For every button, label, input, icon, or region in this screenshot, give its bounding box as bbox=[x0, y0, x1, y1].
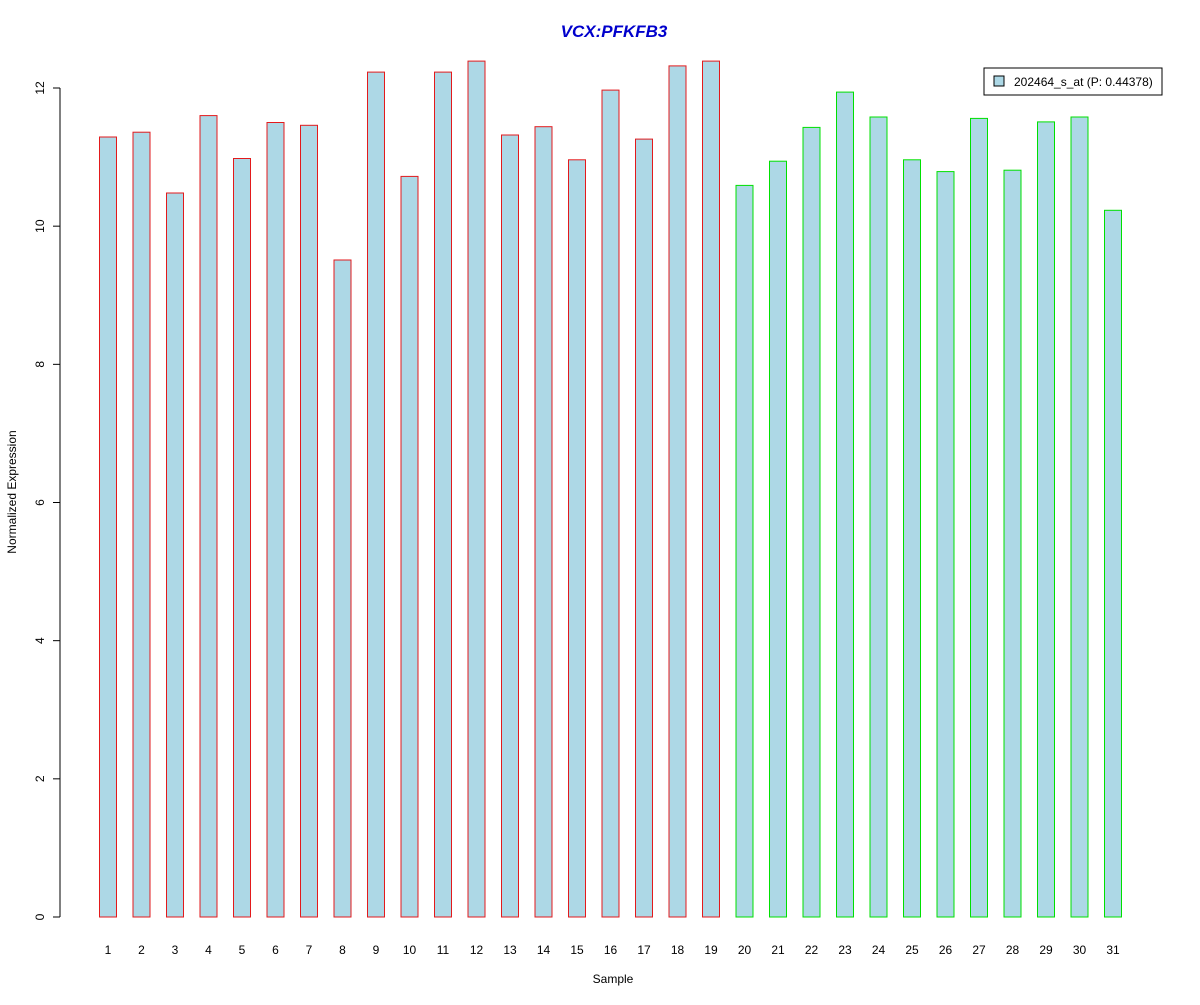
y-tick-label: 4 bbox=[33, 637, 47, 644]
y-tick-label: 8 bbox=[33, 361, 47, 368]
bar-sample-8 bbox=[333, 259, 352, 918]
bar-sample-22 bbox=[802, 126, 821, 918]
bar-sample-21 bbox=[769, 160, 787, 918]
x-tick-label: 16 bbox=[604, 943, 618, 957]
legend: 202464_s_at (P: 0.44378) bbox=[983, 67, 1163, 96]
x-tick-label: 29 bbox=[1039, 943, 1053, 957]
chart-title: VCX:PFKFB3 bbox=[561, 22, 668, 41]
x-tick-label: 19 bbox=[704, 943, 718, 957]
bar-sample-13 bbox=[501, 134, 519, 918]
bar-sample-28 bbox=[1003, 169, 1022, 918]
x-tick-label: 30 bbox=[1073, 943, 1087, 957]
bar-sample-25 bbox=[903, 159, 921, 918]
x-tick-label: 13 bbox=[503, 943, 517, 957]
legend-box bbox=[983, 67, 1163, 96]
bar-sample-7 bbox=[300, 124, 318, 918]
x-tick-label: 6 bbox=[272, 943, 279, 957]
x-tick-label: 3 bbox=[172, 943, 179, 957]
x-tick-label: 12 bbox=[470, 943, 484, 957]
bar-sample-16 bbox=[601, 89, 620, 918]
y-tick-label: 0 bbox=[33, 913, 47, 920]
bar-sample-12 bbox=[467, 60, 486, 918]
x-tick-label: 31 bbox=[1106, 943, 1120, 957]
y-axis-label: Normalized Expression bbox=[5, 430, 19, 553]
x-axis-label: Sample bbox=[593, 972, 634, 986]
legend-label: 202464_s_at (P: 0.44378) bbox=[1014, 75, 1153, 89]
bar-sample-27 bbox=[970, 117, 988, 918]
bar-sample-26 bbox=[936, 171, 955, 918]
bar-sample-24 bbox=[869, 116, 888, 918]
bar-sample-10 bbox=[400, 175, 419, 918]
bars-group bbox=[99, 60, 1122, 918]
bar-sample-30 bbox=[1070, 116, 1089, 918]
x-tick-label: 23 bbox=[838, 943, 852, 957]
x-tick-label: 24 bbox=[872, 943, 886, 957]
x-tick-label: 27 bbox=[972, 943, 986, 957]
bar-sample-29 bbox=[1037, 121, 1055, 918]
bar-sample-19 bbox=[702, 60, 720, 918]
x-tick-label: 10 bbox=[403, 943, 417, 957]
x-tick-label: 20 bbox=[738, 943, 752, 957]
x-tick-label: 4 bbox=[205, 943, 212, 957]
x-tick-label: 9 bbox=[373, 943, 380, 957]
bar-sample-20 bbox=[735, 184, 754, 918]
x-tick-label: 7 bbox=[306, 943, 313, 957]
x-tick-label: 5 bbox=[239, 943, 246, 957]
x-tick-label: 2 bbox=[138, 943, 145, 957]
x-tick-label: 28 bbox=[1006, 943, 1020, 957]
bar-sample-9 bbox=[367, 71, 385, 918]
x-tick-label: 22 bbox=[805, 943, 819, 957]
x-tick-label: 14 bbox=[537, 943, 551, 957]
bar-sample-17 bbox=[635, 138, 653, 918]
x-tick-label: 21 bbox=[771, 943, 785, 957]
bar-sample-4 bbox=[199, 115, 218, 918]
y-axis: 0 2 4 6 8 10 12 bbox=[33, 81, 61, 920]
x-tick-label: 26 bbox=[939, 943, 953, 957]
x-tick-label: 15 bbox=[570, 943, 584, 957]
x-tick-label: 25 bbox=[905, 943, 919, 957]
bar-sample-2 bbox=[132, 131, 151, 918]
bar-sample-6 bbox=[266, 122, 285, 918]
y-tick-label: 6 bbox=[33, 499, 47, 506]
x-tick-label: 17 bbox=[637, 943, 651, 957]
bar-sample-5 bbox=[233, 158, 251, 918]
bar-sample-18 bbox=[668, 65, 687, 918]
bar-sample-23 bbox=[836, 91, 854, 918]
y-tick-label: 12 bbox=[33, 81, 47, 95]
y-tick-label: 10 bbox=[33, 219, 47, 233]
x-tick-label: 8 bbox=[339, 943, 346, 957]
bar-sample-3 bbox=[166, 192, 184, 918]
bar-sample-31 bbox=[1104, 209, 1122, 918]
legend-swatch bbox=[993, 75, 1005, 87]
bar-sample-15 bbox=[568, 159, 586, 918]
x-tick-label: 18 bbox=[671, 943, 685, 957]
bar-sample-1 bbox=[99, 136, 117, 918]
x-tick-labels: 1 2 3 4 5 6 7 8 9 10 11 12 13 14 15 16 17 18 19 20 21 22 23 24 2… bbox=[105, 943, 1120, 957]
bar-sample-14 bbox=[534, 126, 553, 918]
bar-sample-11 bbox=[434, 71, 452, 918]
x-tick-label: 11 bbox=[437, 943, 450, 957]
x-tick-label: 1 bbox=[105, 943, 112, 957]
y-tick-label: 2 bbox=[33, 775, 47, 782]
